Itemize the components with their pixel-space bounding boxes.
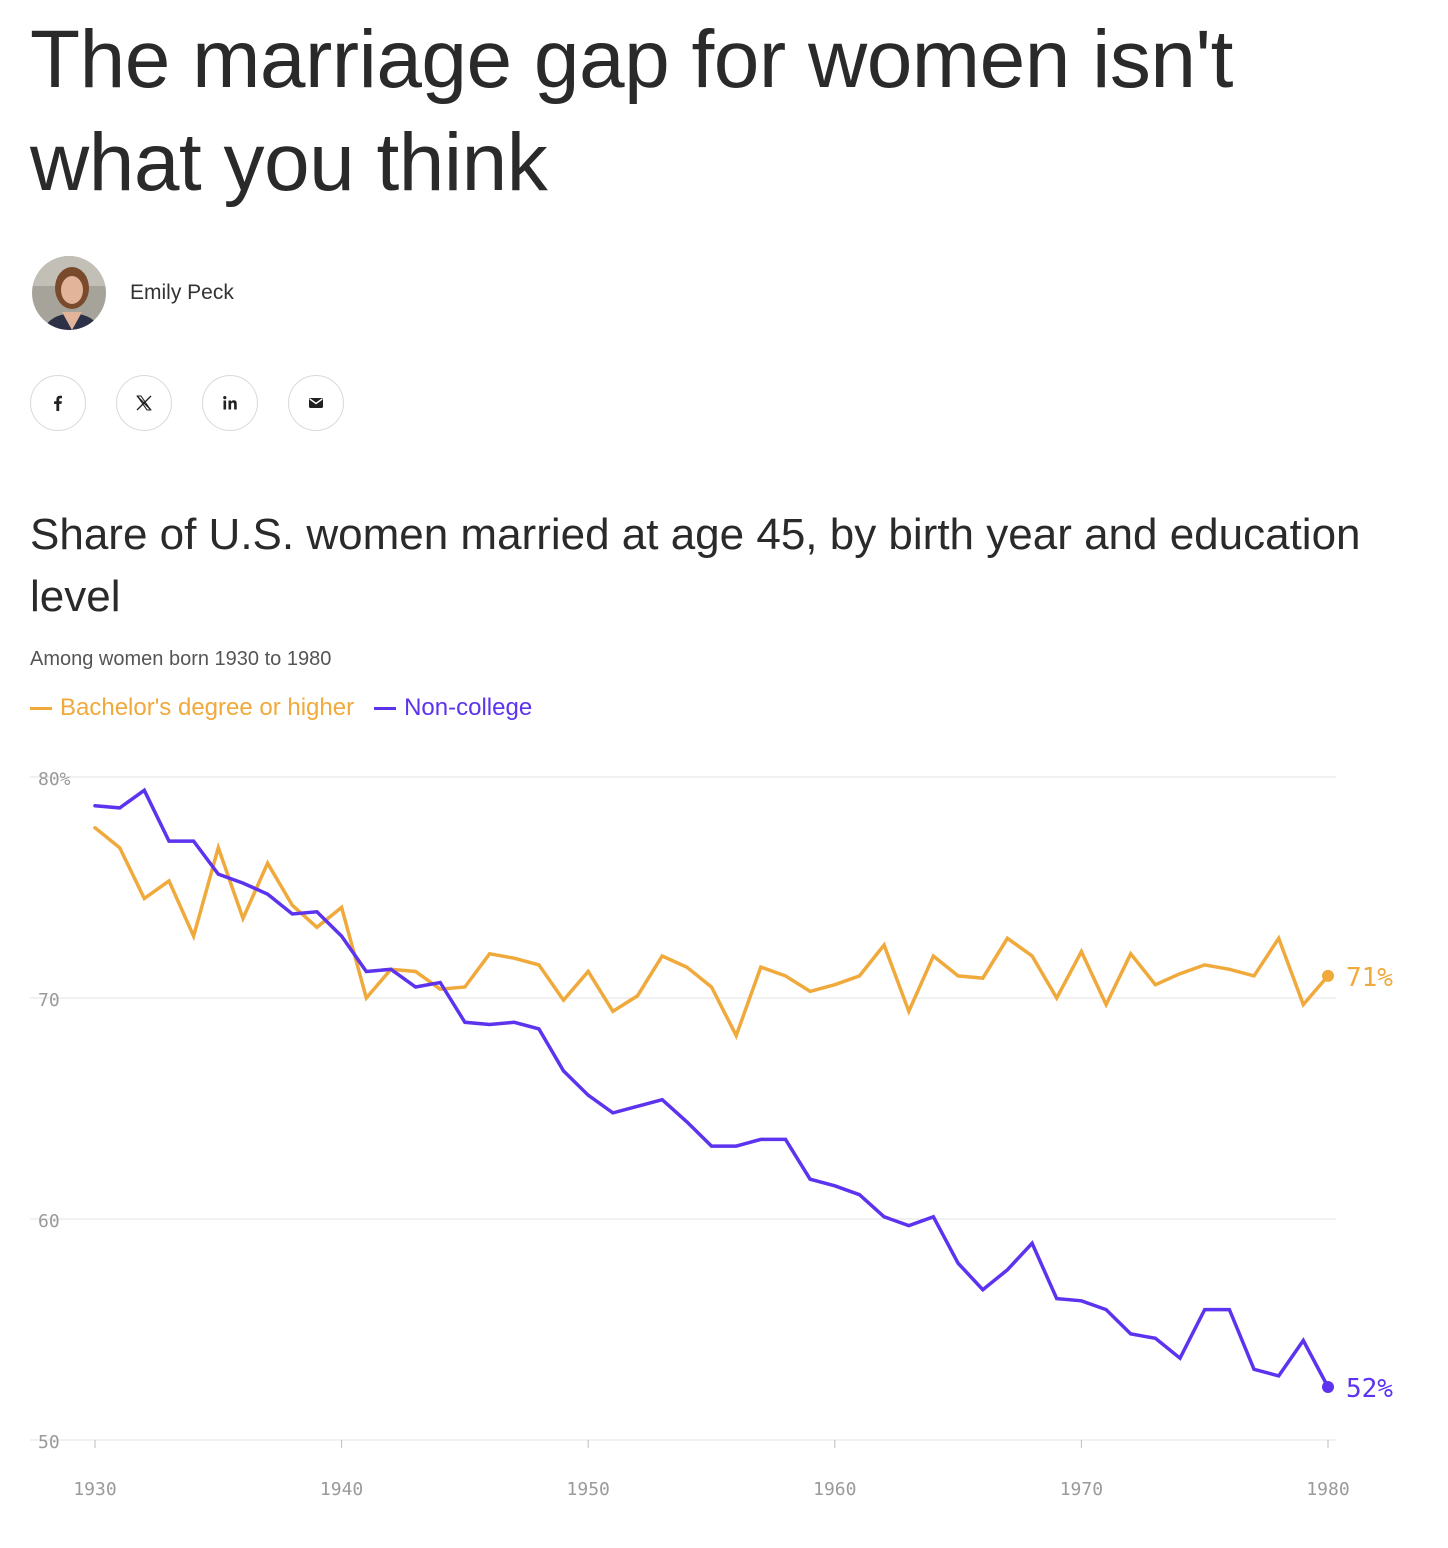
legend-swatch-college <box>30 706 52 710</box>
legend-label-college: Bachelor's degree or higher <box>60 694 355 721</box>
axis-ticks: 80% 70 60 50 1930 1940 1950 1960 1970 1980 <box>38 769 1350 1500</box>
author-name[interactable]: Emily Peck <box>130 281 234 304</box>
x-share-button[interactable] <box>116 375 172 431</box>
facebook-icon <box>54 395 62 411</box>
x-icon <box>136 395 152 411</box>
legend-swatch-noncollege <box>374 706 397 710</box>
series-line-noncollege <box>93 787 1330 1389</box>
facebook-share-button[interactable] <box>30 375 86 431</box>
legend-label-noncollege: Non-college <box>404 694 533 721</box>
byline: Emily Peck <box>32 256 234 330</box>
chart-title: Share of U.S. women married at age 45, b… <box>30 510 1361 621</box>
end-label-noncollege: 52% <box>1346 1374 1393 1404</box>
x-tick-label: 1940 <box>320 1479 363 1500</box>
grid-lines <box>30 776 1336 1441</box>
mail-icon <box>309 398 323 408</box>
linkedin-share-button[interactable] <box>202 375 258 431</box>
share-buttons <box>30 375 344 431</box>
chart-legend: Bachelor's degree or higher Non-college <box>30 694 552 722</box>
series-line-college <box>93 826 1330 1041</box>
chart-subtitle: Among women born 1930 to 1980 <box>30 648 332 670</box>
y-tick-label: 80% <box>38 769 71 790</box>
end-point-college <box>1322 969 1334 982</box>
email-share-button[interactable] <box>288 375 344 431</box>
end-label-college: 71% <box>1346 963 1393 993</box>
legend-item-college: Bachelor's degree or higher <box>30 694 354 722</box>
x-tick-label: 1950 <box>567 1479 610 1500</box>
author-avatar[interactable] <box>32 256 106 330</box>
x-tick-label: 1960 <box>813 1479 856 1500</box>
end-labels: 71% 52% <box>1322 963 1393 1404</box>
x-tick-label: 1970 <box>1060 1479 1103 1500</box>
end-point-noncollege <box>1322 1380 1334 1393</box>
x-tick-label: 1930 <box>73 1479 116 1500</box>
y-tick-label: 60 <box>38 1211 60 1232</box>
article-headline: The marriage gap for women isn't what yo… <box>30 14 1233 208</box>
legend-item-noncollege: Non-college <box>374 694 532 722</box>
linkedin-icon <box>223 396 237 410</box>
y-tick-label: 50 <box>38 1432 60 1453</box>
series-lines <box>93 787 1330 1389</box>
x-tick-label: 1980 <box>1306 1479 1349 1500</box>
y-tick-label: 70 <box>38 990 60 1011</box>
